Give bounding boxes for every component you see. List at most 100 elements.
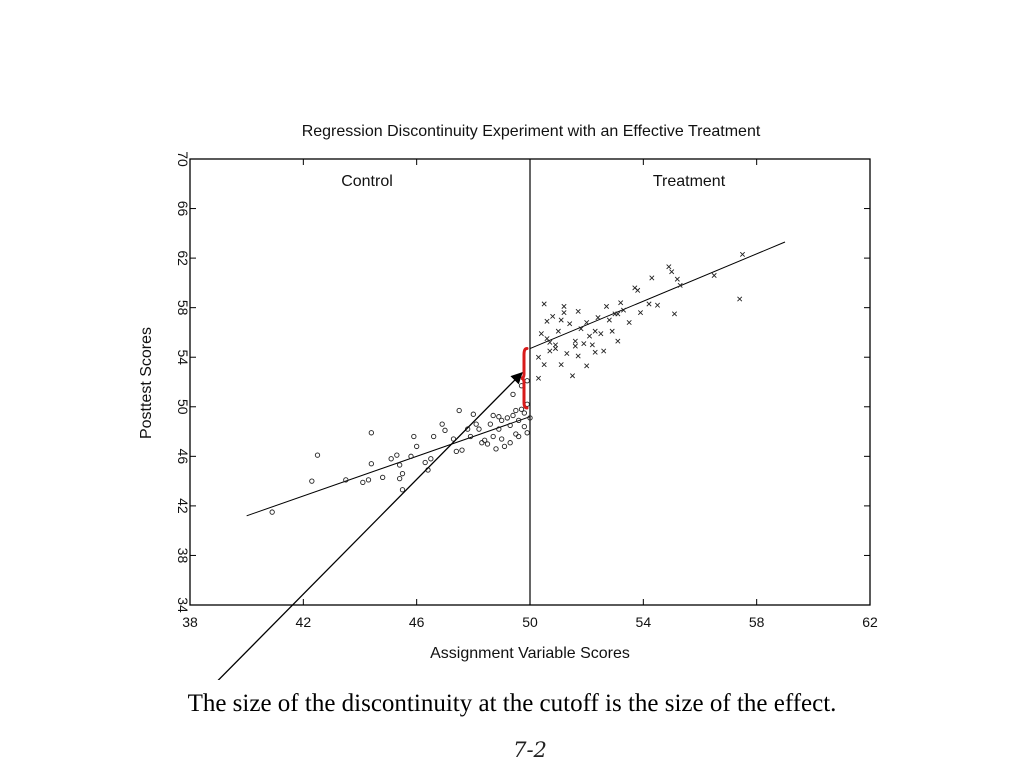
x-tick-label: 58 xyxy=(749,614,765,630)
control-point xyxy=(516,417,522,424)
treatment-point xyxy=(606,317,612,323)
axis-ticks xyxy=(189,158,871,606)
treatment-point xyxy=(552,346,559,352)
treatment-point xyxy=(601,348,607,354)
control-point xyxy=(499,436,505,442)
treatment-point xyxy=(558,362,564,368)
control-point xyxy=(380,474,386,481)
control-point xyxy=(516,433,522,440)
control-point xyxy=(479,440,485,446)
control-point xyxy=(442,427,448,433)
control-point xyxy=(343,477,349,483)
treatment-point xyxy=(671,311,678,317)
control-point xyxy=(521,423,527,430)
treatment-point xyxy=(538,331,544,337)
treatment-point xyxy=(584,320,590,326)
control-point xyxy=(456,407,462,414)
treatment-point xyxy=(572,343,578,349)
treatment-point xyxy=(626,320,632,326)
y-tick-label: 46 xyxy=(175,449,191,465)
treatment-point xyxy=(595,315,601,321)
control-region-label: Control xyxy=(341,173,393,190)
treatment-point xyxy=(646,301,652,307)
control-point xyxy=(459,447,465,453)
control-point xyxy=(397,462,403,468)
control-point xyxy=(513,407,519,414)
control-point xyxy=(414,443,420,450)
control-point xyxy=(513,431,519,437)
control-point xyxy=(368,430,374,436)
treatment-point xyxy=(615,311,621,317)
treatment-point xyxy=(561,310,567,316)
treatment-point xyxy=(586,333,593,339)
treatment-point xyxy=(598,331,604,337)
x-tick-label: 46 xyxy=(409,614,425,630)
y-axis-label: Posttest Scores xyxy=(138,327,155,439)
x-axis-label: Assignment Variable Scores xyxy=(430,645,630,662)
x-tick-label: 42 xyxy=(296,614,312,630)
control-point xyxy=(470,411,476,417)
control-point xyxy=(524,430,530,436)
treatment-point xyxy=(547,339,553,345)
treatment-point xyxy=(711,272,717,278)
control-point xyxy=(510,391,516,398)
treatment-point xyxy=(535,354,542,360)
control-point xyxy=(476,426,482,432)
control-point xyxy=(499,417,505,424)
control-point xyxy=(428,456,434,462)
control-point xyxy=(490,412,496,419)
control-point xyxy=(365,477,372,483)
treatment-point xyxy=(615,338,621,344)
x-tick-labels: 38 42 46 50 54 58 62 xyxy=(182,614,878,630)
treatment-point xyxy=(737,296,743,302)
treatment-regression-line xyxy=(529,241,786,350)
treatment-point xyxy=(541,362,547,368)
treatment-point xyxy=(572,338,578,344)
treatment-point xyxy=(550,313,556,319)
y-tick-label: 66 xyxy=(175,201,191,217)
control-point xyxy=(527,415,533,421)
treatment-point xyxy=(618,300,624,306)
treatment-region-label: Treatment xyxy=(653,173,726,190)
control-point xyxy=(453,448,459,455)
control-point xyxy=(484,441,491,447)
control-point xyxy=(501,443,508,450)
page-number: 7-2 xyxy=(513,738,547,762)
control-point xyxy=(439,421,445,427)
control-point xyxy=(482,437,488,443)
treatment-point xyxy=(567,321,573,327)
control-point xyxy=(314,452,321,458)
treatment-point xyxy=(666,264,672,270)
treatment-point xyxy=(739,251,746,257)
y-tick-label: 50 xyxy=(175,399,191,415)
treatment-point xyxy=(569,373,576,379)
control-point xyxy=(309,478,315,484)
control-point xyxy=(487,421,493,427)
treatment-point xyxy=(564,350,570,357)
slide-caption: The size of the discontinuity at the cut… xyxy=(187,690,837,717)
treatment-point xyxy=(581,341,587,347)
treatment-points xyxy=(535,251,746,381)
treatment-point xyxy=(589,342,595,348)
control-point xyxy=(368,461,374,467)
y-tick-label: 54 xyxy=(175,349,191,365)
treatment-point xyxy=(535,375,542,381)
control-point xyxy=(360,479,366,485)
treatment-point xyxy=(575,308,581,314)
control-point xyxy=(399,487,406,493)
y-tick-label: 38 xyxy=(175,548,191,564)
control-point xyxy=(411,433,417,440)
treatment-point xyxy=(555,328,561,334)
y-tick-labels: 34 38 42 46 50 54 58 62 66 70 xyxy=(175,151,191,613)
control-point xyxy=(521,410,527,416)
treatment-point xyxy=(637,310,644,316)
control-point xyxy=(524,378,530,384)
treatment-point xyxy=(558,317,564,323)
treatment-point xyxy=(677,282,683,288)
x-tick-label: 54 xyxy=(636,614,652,630)
y-tick-label: 34 xyxy=(175,597,191,613)
treatment-point xyxy=(620,307,627,313)
rd-chart: Regression Discontinuity Experiment with… xyxy=(138,123,878,680)
y-tick-label: 62 xyxy=(175,250,191,266)
